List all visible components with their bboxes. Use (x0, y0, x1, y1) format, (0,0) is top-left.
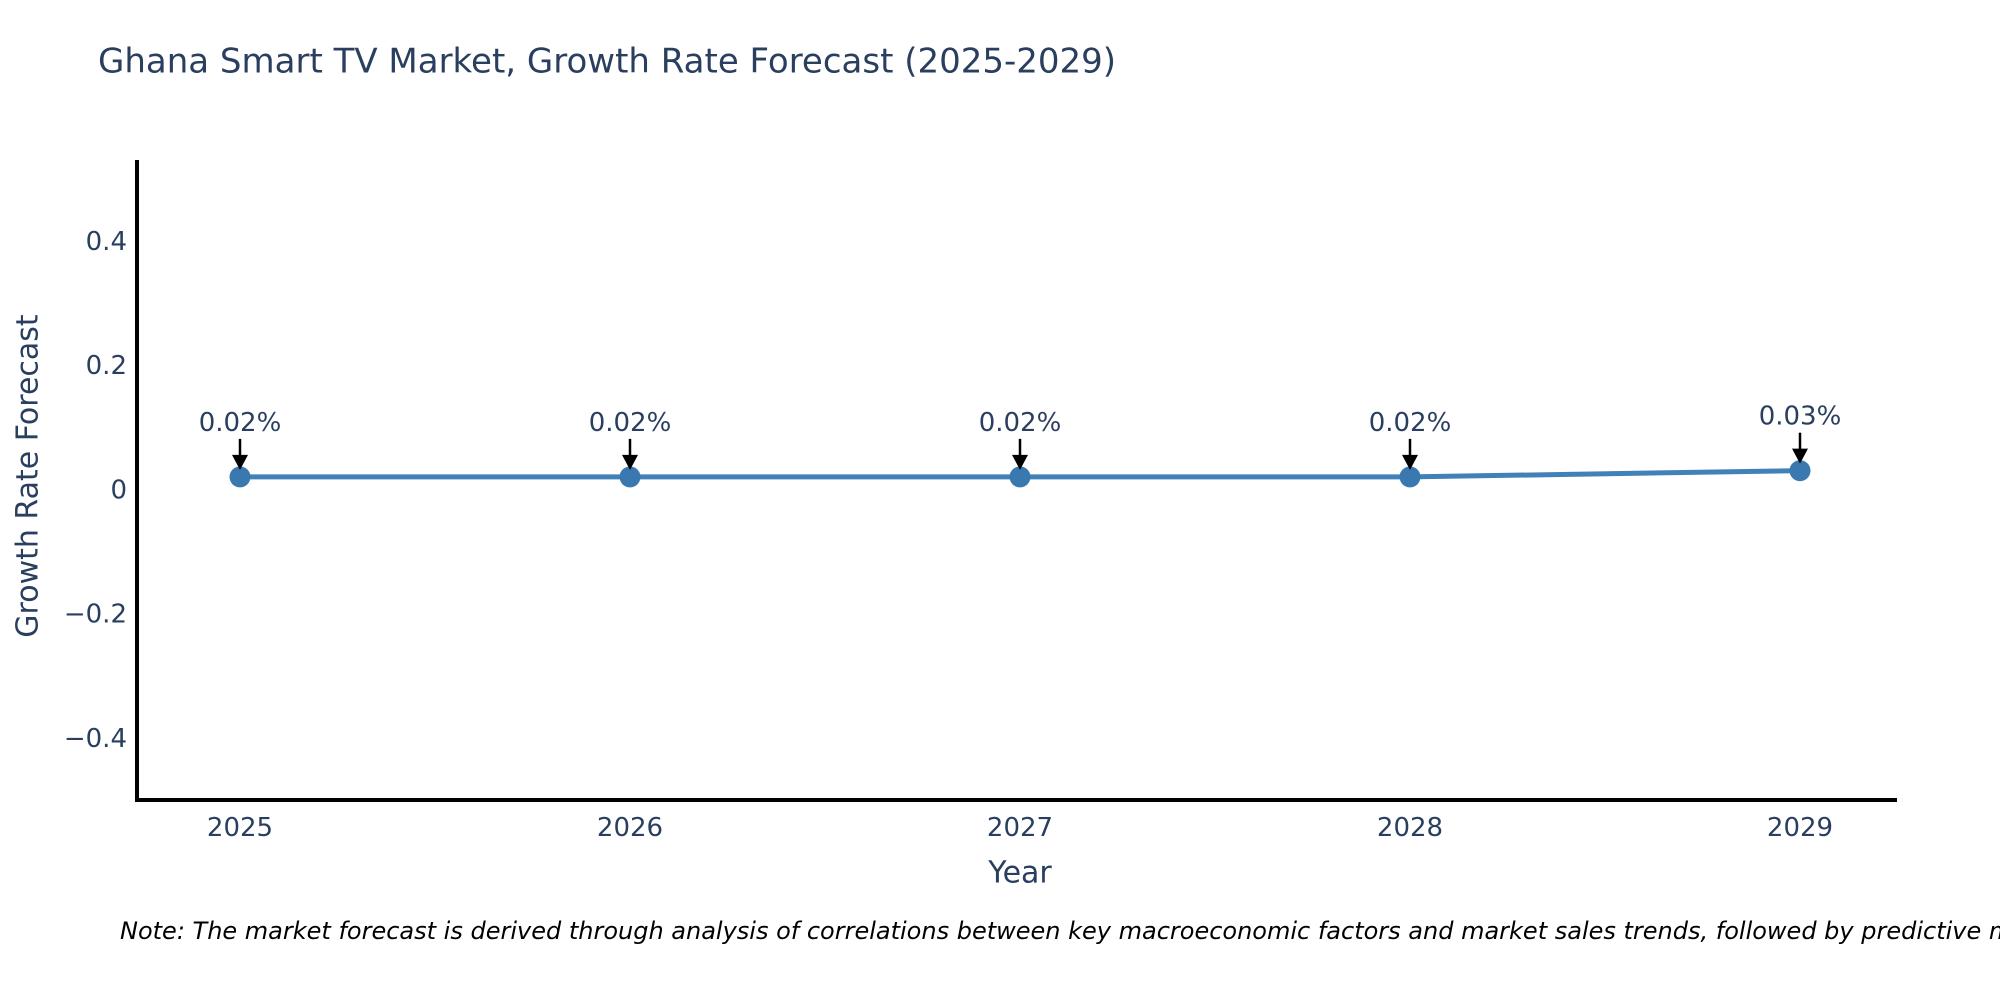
annotation-arrowhead (1402, 454, 1418, 470)
data-point-marker (1009, 466, 1031, 488)
y-tick-label: −0.4 (64, 724, 127, 754)
annotation-arrowhead (1792, 448, 1808, 464)
y-tick-label: 0.4 (86, 227, 127, 257)
footnote: Note: The market forecast is derived thr… (120, 917, 2000, 945)
annotation-label: 0.02% (199, 408, 282, 438)
annotation-label: 0.02% (1369, 408, 1452, 438)
annotation-arrowhead (232, 454, 248, 470)
data-point-marker (619, 466, 641, 488)
x-tick-label: 2025 (207, 813, 273, 843)
y-tick-label: −0.2 (64, 600, 127, 630)
chart-title: Ghana Smart TV Market, Growth Rate Forec… (98, 41, 1117, 82)
x-tick-label: 2029 (1767, 813, 1833, 843)
x-tick-label: 2027 (987, 813, 1053, 843)
annotation-label: 0.02% (589, 408, 672, 438)
x-axis-title: Year (988, 855, 1052, 891)
y-tick-label: 0 (110, 475, 127, 505)
y-tick-label: 0.2 (86, 351, 127, 381)
annotation-arrowhead (622, 454, 638, 470)
data-point-marker (229, 466, 251, 488)
x-tick-label: 2028 (1377, 813, 1443, 843)
annotation-label: 0.03% (1759, 402, 1842, 432)
x-tick-label: 2026 (597, 813, 663, 843)
data-point-marker (1399, 466, 1421, 488)
annotation-label: 0.02% (979, 408, 1062, 438)
annotation-arrowhead (1012, 454, 1028, 470)
data-point-marker (1789, 460, 1811, 482)
